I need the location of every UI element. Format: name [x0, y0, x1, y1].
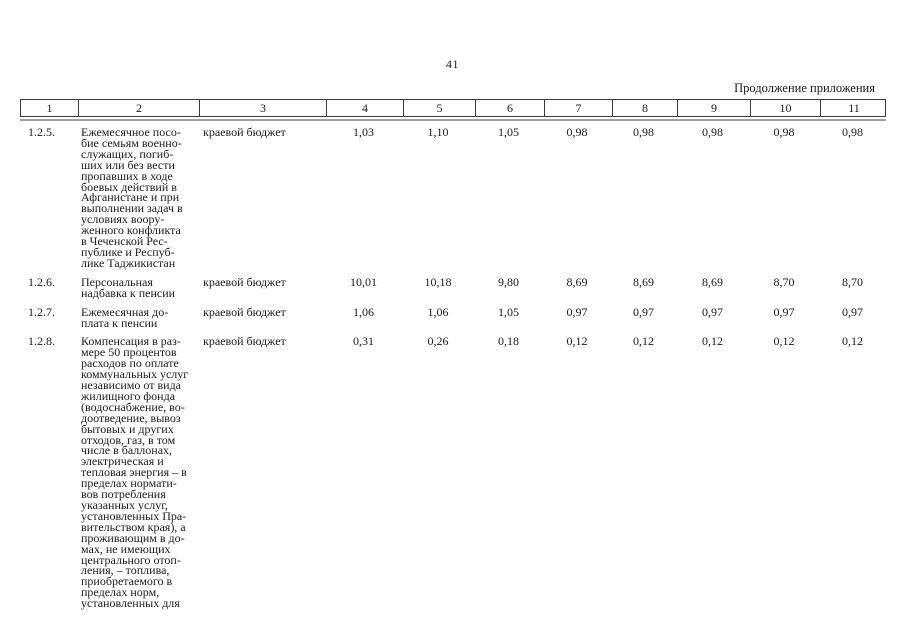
- value-cell: 8,70: [842, 274, 863, 289]
- column-header-7: 7: [544, 100, 612, 116]
- measure-name-cell: Ежемесячная до- плата к пенсии: [81, 304, 169, 330]
- header-underline: [20, 119, 886, 121]
- value-cell: 0,97: [702, 304, 723, 319]
- column-header-8: 8: [612, 100, 677, 116]
- budget-source-cell: краевой бюджет: [203, 334, 286, 349]
- column-header-11: 11: [820, 100, 887, 116]
- table-row: 1.2.5. Ежемесячное посо- бие семьям воен…: [20, 121, 886, 269]
- column-header-9: 9: [677, 100, 750, 116]
- value-cell: 10,01: [350, 274, 377, 289]
- page-number: 41: [446, 57, 459, 71]
- measure-name-cell: Персональная надбавка к пенсии: [81, 274, 176, 300]
- value-cell: 0,98: [566, 125, 588, 139]
- value-cell: 0,26: [427, 334, 449, 349]
- value-cell: 0,98: [773, 125, 795, 139]
- value-cell: 0,12: [773, 334, 795, 349]
- value-cell: 1,03: [353, 125, 374, 139]
- table-header-row: 1 2 3 4 5 6 7 8 9 10 11: [20, 99, 886, 117]
- value-cell: 1,06: [427, 304, 449, 319]
- row-number-cell: 1.2.7.: [28, 304, 55, 319]
- value-cell: 0,97: [566, 304, 588, 319]
- value-cell: 0,98: [633, 125, 654, 139]
- value-cell: 0,12: [566, 334, 588, 349]
- column-header-10: 10: [750, 100, 820, 116]
- table-row: 1.2.8. Компенсация в раз- мере 50 процен…: [20, 328, 886, 609]
- table-row: 1.2.7. Ежемесячная до- плата к пенсии кр…: [20, 299, 886, 329]
- continuation-label: Продолжение приложения: [734, 81, 875, 95]
- value-cell: 0,12: [702, 334, 723, 349]
- value-cell: 8,69: [566, 274, 588, 289]
- value-cell: 1,10: [427, 125, 449, 139]
- value-cell: 8,70: [773, 274, 795, 289]
- row-number-cell: 1.2.5.: [28, 125, 55, 139]
- table-body: 1.2.5. Ежемесячное посо- бие семьям воен…: [20, 121, 886, 609]
- value-cell: 8,69: [633, 274, 654, 289]
- value-cell: 0,12: [842, 334, 863, 349]
- column-header-3: 3: [199, 100, 326, 116]
- budget-source-cell: краевой бюджет: [203, 125, 286, 139]
- value-cell: 9,80: [498, 274, 519, 289]
- table-row: 1.2.6. Персональная надбавка к пенсии кр…: [20, 269, 886, 299]
- row-number-cell: 1.2.8.: [28, 334, 55, 349]
- column-header-2: 2: [78, 100, 199, 116]
- value-cell: 0,98: [702, 125, 723, 139]
- value-cell: 0,97: [633, 304, 654, 319]
- value-cell: 0,97: [842, 304, 863, 319]
- row-number-cell: 1.2.6.: [28, 274, 55, 289]
- value-cell: 0,12: [633, 334, 654, 349]
- value-cell: 0,98: [842, 125, 863, 139]
- value-cell: 8,69: [702, 274, 723, 289]
- column-header-6: 6: [475, 100, 544, 116]
- value-cell: 0,97: [773, 304, 795, 319]
- value-cell: 1,05: [498, 125, 519, 139]
- budget-source-cell: краевой бюджет: [203, 274, 286, 289]
- value-cell: 10,18: [424, 274, 452, 289]
- value-cell: 1,06: [353, 304, 374, 319]
- value-cell: 0,31: [353, 334, 374, 349]
- column-header-5: 5: [403, 100, 475, 116]
- column-header-4: 4: [326, 100, 403, 116]
- value-cell: 1,05: [498, 304, 519, 319]
- column-header-1: 1: [46, 101, 53, 115]
- budget-source-cell: краевой бюджет: [203, 304, 286, 319]
- appendix-table: 1 2 3 4 5 6 7 8 9 10 11 1.2.5. Ежемесячн…: [20, 99, 886, 609]
- measure-name-cell: Компенсация в раз- мере 50 процентов рас…: [81, 334, 189, 611]
- value-cell: 0,18: [498, 334, 519, 349]
- measure-name-cell: Ежемесячное посо- бие семьям военно- слу…: [81, 125, 183, 270]
